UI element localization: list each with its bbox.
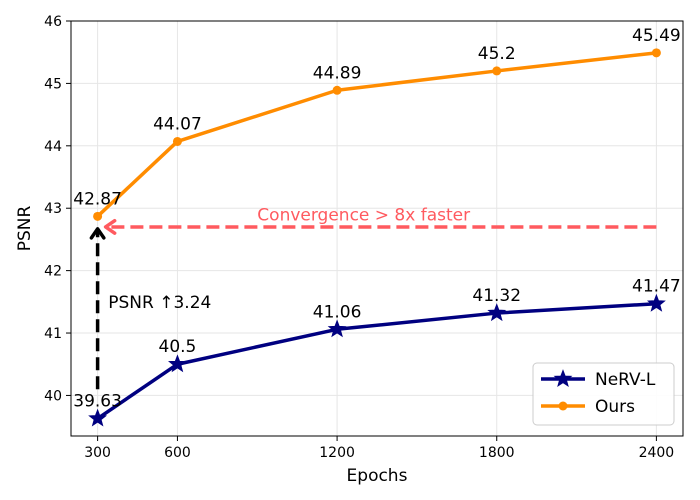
psnr-gain-arrow-head <box>89 227 106 240</box>
y-axis-title: PSNR <box>15 206 35 252</box>
data-label: 44.89 <box>313 63 362 83</box>
series <box>88 48 666 427</box>
plot-frame <box>70 20 684 437</box>
data-point-star <box>646 293 666 312</box>
y-tick-label: 46 <box>44 14 62 30</box>
data-point-circle <box>332 85 342 95</box>
legend: NeRV-L Ours <box>532 362 675 426</box>
x-tick-label: 1200 <box>319 445 355 461</box>
y-tick-label: 44 <box>44 139 62 155</box>
data-point-star <box>487 303 507 322</box>
y-tick-label: 43 <box>44 201 62 217</box>
data-point-star <box>327 319 347 338</box>
axis-ticks: 300 600 1200 1800 2400 40 41 42 43 44 45 46 <box>44 14 674 461</box>
data-label: 40.5 <box>159 337 197 357</box>
series-line-ours <box>96 51 657 218</box>
data-label: 39.63 <box>73 392 122 412</box>
legend-label: NeRV-L <box>595 370 656 390</box>
y-tick-label: 42 <box>44 264 62 280</box>
data-label: 41.06 <box>313 302 362 322</box>
data-label: 42.87 <box>73 189 122 209</box>
data-point-star <box>88 408 108 427</box>
data-label: 45.49 <box>632 26 681 46</box>
data-label: 45.2 <box>478 44 516 64</box>
x-tick-label: 600 <box>164 445 191 461</box>
data-point-circle <box>93 211 103 221</box>
convergence-label: Convergence > 8x faster <box>257 205 470 225</box>
x-tick-label: 300 <box>84 445 111 461</box>
x-axis-title: Epochs <box>347 466 408 486</box>
data-point-circle <box>492 66 502 76</box>
convergence-arrow-head <box>103 218 117 235</box>
y-tick-label: 45 <box>44 76 62 92</box>
annotations: Convergence > 8x faster PSNR ↑3.24 <box>89 205 657 390</box>
data-label: 44.07 <box>153 114 202 134</box>
y-tick-label: 40 <box>44 388 62 404</box>
psnr-gain-label: PSNR ↑3.24 <box>108 293 211 313</box>
y-tick-label: 41 <box>44 326 62 342</box>
legend-star-marker <box>553 369 573 388</box>
data-point-circle <box>172 136 182 146</box>
data-point-star <box>168 354 187 373</box>
data-labels: 39.63 40.5 41.06 41.32 41.47 42.87 44.07 44.89 4… <box>73 26 680 412</box>
data-point-circle <box>651 48 661 58</box>
x-tick-label: 2400 <box>639 445 675 461</box>
data-label: 41.32 <box>472 286 521 306</box>
data-label: 41.47 <box>632 277 681 297</box>
legend-circle-marker <box>558 401 568 411</box>
legend-label: Ours <box>595 397 635 417</box>
x-tick-label: 1800 <box>479 445 515 461</box>
